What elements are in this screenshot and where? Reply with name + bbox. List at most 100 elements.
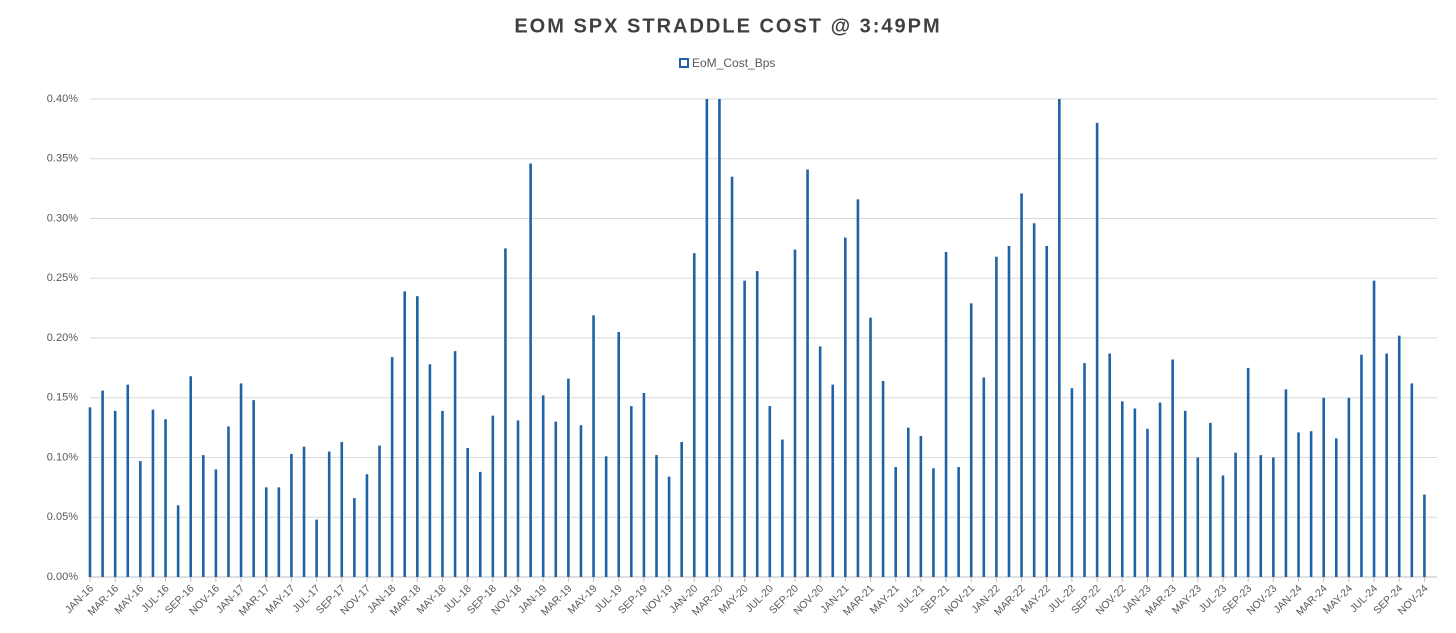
- bar: [327, 451, 331, 577]
- bar: [692, 253, 696, 577]
- bar: [1272, 457, 1275, 577]
- bar: [1070, 388, 1074, 577]
- bar: [831, 384, 835, 577]
- bar: [1108, 353, 1111, 577]
- bar: [1259, 455, 1263, 577]
- bar: [1007, 245, 1011, 578]
- bar: [781, 439, 784, 577]
- bar: [428, 364, 432, 577]
- bar: [453, 351, 457, 577]
- bar: [1397, 335, 1401, 577]
- bar: [1209, 422, 1212, 577]
- bar: [969, 303, 973, 577]
- bar: [302, 446, 306, 577]
- bar: [680, 441, 683, 577]
- bar: [227, 426, 230, 577]
- bar: [239, 383, 243, 577]
- bar: [894, 467, 897, 577]
- bar: [403, 291, 407, 577]
- bar: [806, 169, 809, 577]
- bar: [957, 467, 960, 577]
- bar: [164, 419, 167, 577]
- bar: [793, 249, 797, 577]
- bar: [1133, 408, 1137, 577]
- bar: [1020, 193, 1023, 577]
- bar: [906, 427, 910, 577]
- y-tick-label: 0.30%: [47, 212, 78, 224]
- bar: [642, 392, 646, 577]
- bar: [1158, 402, 1162, 577]
- bar: [856, 199, 860, 577]
- bar: [340, 441, 344, 577]
- bar: [113, 410, 117, 577]
- y-tick-label: 0.35%: [47, 153, 78, 165]
- bar: [844, 237, 847, 577]
- bar: [1410, 383, 1414, 577]
- bar: [755, 271, 759, 577]
- bar: [504, 248, 507, 577]
- bar: [1385, 353, 1388, 577]
- bar: [1221, 475, 1225, 577]
- bar: [1347, 397, 1351, 577]
- bar: [139, 461, 142, 577]
- bar: [630, 406, 633, 577]
- y-tick-label: 0.15%: [47, 392, 78, 404]
- bar: [290, 453, 293, 577]
- bar: [919, 435, 923, 577]
- y-tick-label: 0.10%: [47, 451, 78, 463]
- bar: [101, 390, 104, 577]
- bar: [1360, 354, 1363, 577]
- y-tick-label: 0.20%: [47, 332, 78, 344]
- bar: [1045, 245, 1049, 578]
- bar: [1196, 457, 1200, 577]
- bar: [1032, 223, 1036, 577]
- y-tick-label: 0.00%: [47, 571, 78, 583]
- bar: [995, 256, 998, 577]
- bar: [1095, 122, 1099, 578]
- bar: [730, 176, 734, 578]
- bar: [378, 445, 381, 577]
- bar: [353, 498, 356, 577]
- bar: [932, 468, 935, 577]
- bar: [529, 163, 532, 577]
- bar: [1309, 431, 1313, 577]
- bar: [1171, 359, 1174, 577]
- bar: [554, 421, 558, 577]
- bar: [516, 420, 520, 577]
- bar: [151, 409, 155, 577]
- bar: [277, 487, 281, 577]
- bar: [1120, 401, 1124, 577]
- bar: [1322, 397, 1326, 577]
- bar: [982, 377, 986, 577]
- bar: [252, 400, 255, 577]
- bar: [1083, 363, 1086, 577]
- bar: [88, 407, 92, 577]
- bar: [189, 376, 193, 577]
- bar: [176, 505, 180, 577]
- bar: [579, 425, 583, 577]
- bar: [416, 296, 419, 577]
- bar: [491, 415, 495, 577]
- bar: [1183, 410, 1187, 577]
- legend-swatch: [679, 58, 689, 68]
- bar: [1372, 280, 1376, 577]
- bar: [1423, 494, 1426, 577]
- bar: [944, 251, 948, 577]
- bar: [315, 519, 318, 577]
- bar: [441, 410, 444, 577]
- bar: [1297, 432, 1300, 577]
- y-tick-label: 0.05%: [47, 511, 78, 523]
- bar: [478, 471, 482, 577]
- bar: [1146, 428, 1149, 577]
- bar: [881, 381, 885, 577]
- bar: [1234, 452, 1237, 577]
- bar: [466, 447, 469, 577]
- bar: [214, 469, 218, 577]
- bar: [264, 487, 268, 577]
- bar: [743, 280, 746, 577]
- bar: [1246, 367, 1250, 577]
- chart-title: EOM SPX STRADDLE COST @ 3:49PM: [514, 15, 941, 37]
- bar: [718, 99, 721, 577]
- bar: [390, 357, 394, 577]
- y-tick-label: 0.25%: [47, 272, 78, 284]
